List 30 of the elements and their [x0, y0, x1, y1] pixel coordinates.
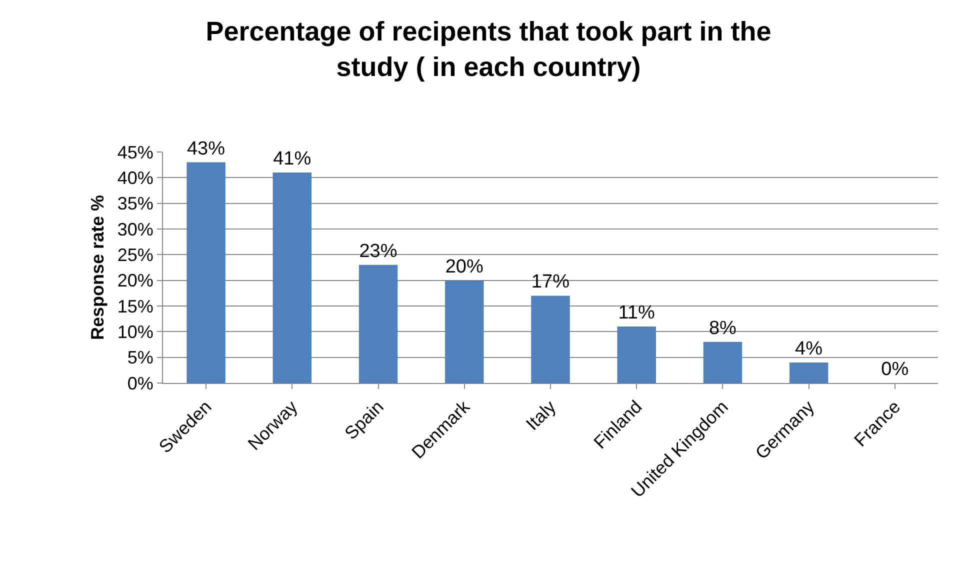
data-label: 17%: [531, 272, 570, 293]
y-tick-label: 40%: [117, 168, 154, 188]
data-label: 23%: [359, 240, 398, 262]
chart-title: Percentage of recipents that took part in the study ( in each country): [206, 16, 772, 82]
data-label: 8%: [708, 318, 737, 339]
bar: [272, 172, 312, 383]
data-label: 43%: [186, 138, 226, 160]
data-label: 4%: [795, 338, 823, 360]
y-tick-label: 20%: [117, 270, 154, 291]
y-tick-label: 10%: [117, 322, 154, 342]
y-axis-title: Response rate %: [88, 194, 108, 340]
bar: [703, 342, 742, 383]
y-tick-label: 15%: [117, 296, 154, 316]
bar: [445, 280, 484, 383]
data-label: 0%: [881, 359, 909, 380]
x-tick-label: Italy: [522, 396, 560, 434]
bar: [531, 296, 570, 383]
y-tick-label: 35%: [117, 194, 154, 214]
data-label: 11%: [618, 302, 655, 324]
data-label: 20%: [445, 256, 484, 278]
data-label: 41%: [273, 148, 312, 170]
y-tick-label: 0%: [127, 373, 154, 394]
y-tick-label: 45%: [117, 142, 154, 162]
y-tick-label: 25%: [117, 244, 154, 265]
bar: [358, 264, 398, 383]
bar: [617, 326, 656, 383]
y-tick-label: 30%: [117, 219, 154, 240]
bar: [789, 362, 828, 383]
bar: [186, 162, 226, 383]
y-tick-label: 5%: [127, 348, 154, 368]
